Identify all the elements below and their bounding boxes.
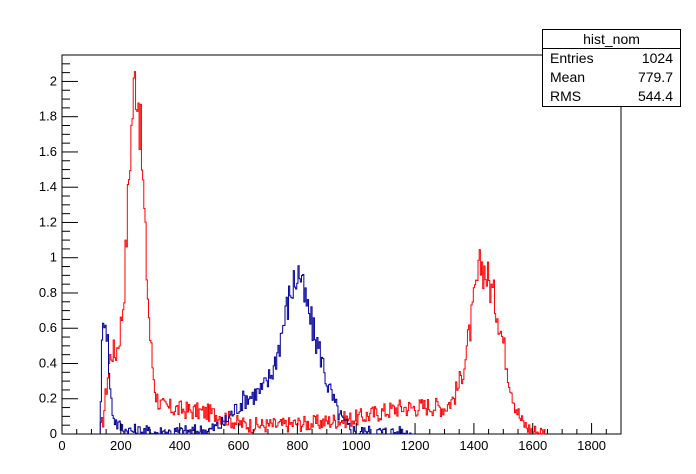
stats-label: Entries bbox=[550, 50, 594, 66]
x-tick-label: 600 bbox=[228, 438, 250, 453]
y-tick-label: 0.4 bbox=[39, 355, 57, 370]
x-tick-label: 1800 bbox=[577, 438, 606, 453]
stats-row-mean: Mean 779.7 bbox=[543, 68, 680, 87]
x-tick-label: 1600 bbox=[518, 438, 547, 453]
y-tick-label: 1.4 bbox=[39, 179, 57, 194]
stats-label: Mean bbox=[550, 69, 586, 85]
x-tick-label: 1000 bbox=[342, 438, 371, 453]
y-tick-label: 1.8 bbox=[39, 109, 57, 124]
y-tick-label: 0.6 bbox=[39, 320, 57, 335]
y-tick-label: 1.6 bbox=[39, 144, 57, 159]
y-tick-label: 2 bbox=[50, 73, 57, 88]
y-axis-ticks: 0 0.2 0.4 0.6 0.8 1 1.2 1.4 1.6 1.8 2 bbox=[39, 63, 78, 441]
stats-row-rms: RMS 544.4 bbox=[543, 87, 680, 106]
x-tick-label: 1200 bbox=[401, 438, 430, 453]
x-tick-label: 800 bbox=[287, 438, 309, 453]
stats-value: 544.4 bbox=[637, 88, 673, 104]
histogram-series-2 bbox=[99, 265, 416, 435]
x-tick-label: 1400 bbox=[459, 438, 488, 453]
y-tick-label: 1.2 bbox=[39, 214, 57, 229]
stats-value: 1024 bbox=[641, 50, 673, 66]
y-tick-label: 0.8 bbox=[39, 285, 57, 300]
stats-value: 779.7 bbox=[637, 69, 673, 85]
stats-title: hist_nom bbox=[543, 30, 680, 49]
x-tick-label: 0 bbox=[58, 438, 65, 453]
stats-row-entries: Entries 1024 bbox=[543, 49, 680, 68]
stats-box: hist_nom Entries 1024 Mean 779.7 RMS 544… bbox=[542, 29, 681, 107]
x-axis-ticks: 0 200 400 600 800 1000 1200 1400 1600 1800 bbox=[58, 423, 622, 453]
stats-label: RMS bbox=[550, 88, 582, 104]
series-layer bbox=[99, 71, 546, 435]
y-tick-label: 1 bbox=[50, 250, 57, 265]
x-tick-label: 200 bbox=[110, 438, 132, 453]
y-tick-label: 0 bbox=[50, 426, 57, 441]
y-tick-label: 0.2 bbox=[39, 391, 57, 406]
x-tick-label: 400 bbox=[169, 438, 191, 453]
histogram-series-1 bbox=[99, 71, 546, 435]
